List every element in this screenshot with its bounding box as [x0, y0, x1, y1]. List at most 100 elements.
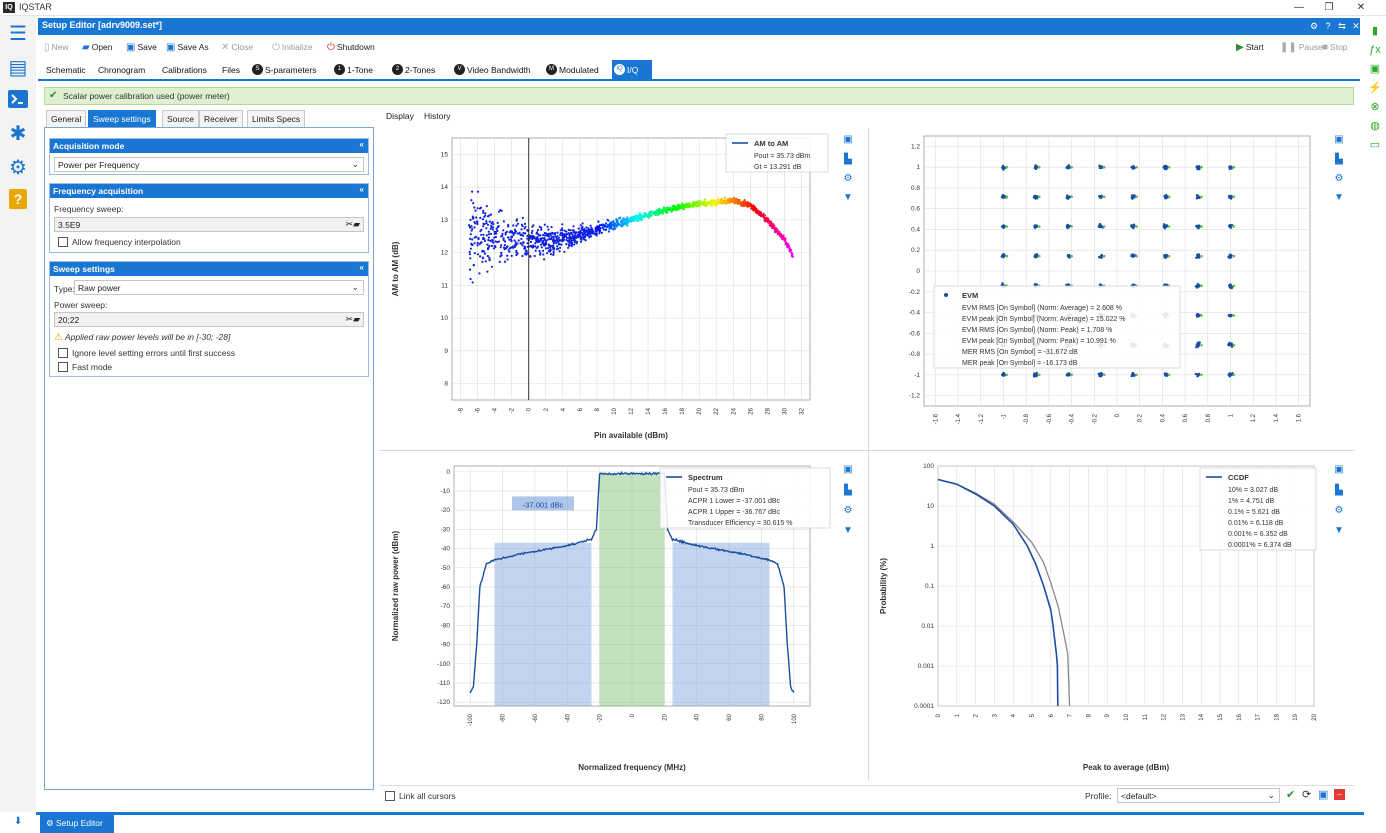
- fast-mode-checkbox[interactable]: [58, 362, 68, 372]
- vertical-splitter[interactable]: [868, 128, 869, 780]
- data-point: [633, 218, 637, 221]
- tab-calibrations[interactable]: Calibrations: [162, 64, 207, 75]
- tab-1-tone[interactable]: 1 1-Tone: [332, 60, 375, 79]
- tab-history[interactable]: History: [424, 111, 451, 121]
- chart-settings-icon[interactable]: ⚙: [1334, 505, 1344, 516]
- image-icon[interactable]: ▣: [1369, 63, 1381, 75]
- lightning-icon[interactable]: ⚡: [1368, 82, 1382, 94]
- sweep-type-select[interactable]: Raw power ⌄: [74, 280, 364, 295]
- copy-icon[interactable]: ▣: [843, 134, 853, 145]
- power-sweep-input[interactable]: 20;22 ✂▰: [54, 312, 364, 327]
- menu-icon[interactable]: ☰: [9, 23, 27, 45]
- tab-display[interactable]: Display: [386, 111, 414, 121]
- link-cursors-checkbox[interactable]: [385, 791, 395, 801]
- tab-chronogram[interactable]: Chronogram: [98, 64, 146, 75]
- close-window-button[interactable]: ✕: [1356, 2, 1366, 13]
- symbol-point: [1002, 196, 1005, 199]
- frequency-sweep-input[interactable]: 3.5E9 ✂▰: [54, 217, 364, 232]
- sweep-editor-icon[interactable]: ✂▰: [345, 314, 360, 324]
- sweep-settings-header[interactable]: Sweep settings «: [50, 262, 368, 276]
- tab-sweep-settings[interactable]: Sweep settings: [88, 110, 156, 127]
- data-point: [585, 226, 588, 229]
- chart-type-icon[interactable]: ▙: [1335, 485, 1343, 496]
- tab-schematic[interactable]: Schematic: [46, 64, 86, 75]
- bug-icon[interactable]: ✱: [9, 123, 27, 145]
- data-point: [542, 237, 545, 240]
- storage-icon[interactable]: ▭: [1369, 139, 1381, 151]
- help-icon[interactable]: ?: [6, 188, 30, 212]
- frequency-acquisition-header[interactable]: Frequency acquisition «: [50, 184, 368, 198]
- data-point: [568, 232, 571, 235]
- x-tick-label: 10: [1124, 713, 1130, 720]
- chart-type-icon[interactable]: ▙: [1335, 154, 1343, 165]
- tab-receiver[interactable]: Receiver: [199, 110, 243, 127]
- allow-interpolation-checkbox[interactable]: [58, 237, 68, 247]
- tab-2-tones[interactable]: 2 2-Tones: [390, 60, 437, 79]
- filter-icon[interactable]: ▼: [1334, 525, 1344, 536]
- symbol-point: [1034, 374, 1038, 377]
- help-small-icon[interactable]: ?: [1325, 21, 1331, 31]
- chart-settings-icon[interactable]: ⚙: [1334, 173, 1344, 184]
- dock-icon[interactable]: ⇆: [1338, 21, 1346, 31]
- battery-icon[interactable]: ▮: [1371, 25, 1379, 37]
- chart-settings-icon[interactable]: ⚙: [843, 173, 853, 184]
- reset-icon[interactable]: ⟳: [1302, 789, 1312, 801]
- data-point: [469, 237, 472, 240]
- delete-profile-icon[interactable]: –: [1334, 789, 1345, 800]
- settings-gear-icon[interactable]: ⚙: [9, 157, 27, 179]
- gear-icon[interactable]: ⚙: [1309, 21, 1319, 31]
- tab-video-bandwidth[interactable]: V Video Bandwidth: [452, 60, 533, 79]
- shutdown-button[interactable]: ⏻ Shutdown: [327, 41, 375, 53]
- chart-settings-icon[interactable]: ⚙: [843, 505, 853, 516]
- folder-icon[interactable]: ▤: [8, 57, 28, 79]
- save-button[interactable]: ▣ Save: [126, 41, 157, 53]
- chart-type-icon[interactable]: ▙: [844, 154, 852, 165]
- sweep-editor-icon[interactable]: ✂▰: [345, 219, 360, 229]
- filter-icon[interactable]: ▼: [843, 192, 853, 203]
- tab-s-parameters[interactable]: S S-parameters: [250, 60, 319, 79]
- close-button[interactable]: ✕ Close: [221, 41, 254, 53]
- filter-icon[interactable]: ▼: [1334, 192, 1344, 203]
- ideal-point: [1005, 165, 1009, 169]
- initialize-button[interactable]: ⏻ Initialize: [272, 41, 313, 53]
- copy-icon[interactable]: ▣: [1334, 134, 1344, 145]
- tab-source[interactable]: Source: [162, 110, 199, 127]
- horizontal-splitter[interactable]: [380, 450, 1355, 451]
- pin-icon[interactable]: ⬇: [14, 816, 23, 827]
- tab-modulated[interactable]: M Modulated: [544, 60, 601, 79]
- data-point: [764, 217, 767, 220]
- filter-icon[interactable]: ▼: [843, 525, 853, 536]
- apply-check-icon[interactable]: ✔: [1286, 789, 1296, 801]
- copy-icon[interactable]: ▣: [1334, 464, 1344, 475]
- close-icon[interactable]: ✕: [1352, 21, 1360, 31]
- stop-button[interactable]: ■ Stop: [1322, 41, 1348, 53]
- function-icon[interactable]: ƒx: [1369, 44, 1381, 56]
- terminal-icon[interactable]: [6, 89, 30, 113]
- setup-editor-status-tab[interactable]: ⚙ Setup Editor: [40, 815, 114, 833]
- acquisition-mode-select[interactable]: Power per Frequency ⌄: [54, 157, 364, 172]
- acquisition-mode-header[interactable]: Acquisition mode «: [50, 139, 368, 153]
- restore-button[interactable]: ❐: [1324, 2, 1334, 13]
- copy-icon[interactable]: ▣: [843, 464, 853, 475]
- tab-files[interactable]: Files: [222, 64, 240, 75]
- symbol-point: [1132, 223, 1136, 226]
- symbol-point: [1033, 224, 1037, 227]
- frequency-acquisition-group: Frequency acquisition « Frequency sweep: …: [49, 183, 369, 253]
- profile-select[interactable]: <default> ⌄: [1117, 788, 1280, 803]
- ignore-errors-checkbox[interactable]: [58, 348, 68, 358]
- data-point: [485, 220, 488, 223]
- new-button[interactable]: ▯ New: [44, 41, 69, 53]
- tab-limits-specs[interactable]: Limits Specs: [247, 110, 306, 127]
- save-profile-icon[interactable]: ▣: [1318, 789, 1329, 801]
- tab-iq[interactable]: IQ I/Q: [612, 60, 652, 79]
- globe-icon[interactable]: ◍: [1370, 120, 1380, 132]
- tab-general[interactable]: General: [46, 110, 87, 127]
- pause-button[interactable]: ❚❚ Pause: [1280, 41, 1323, 53]
- minimize-button[interactable]: —: [1294, 2, 1304, 13]
- cancel-icon[interactable]: ⊗: [1370, 101, 1380, 113]
- data-point: [561, 234, 564, 237]
- start-button[interactable]: ▶ Start: [1236, 41, 1264, 53]
- save-as-button[interactable]: ▣ Save As: [166, 41, 209, 53]
- open-button[interactable]: ▰ Open: [82, 41, 113, 53]
- chart-type-icon[interactable]: ▙: [844, 485, 852, 496]
